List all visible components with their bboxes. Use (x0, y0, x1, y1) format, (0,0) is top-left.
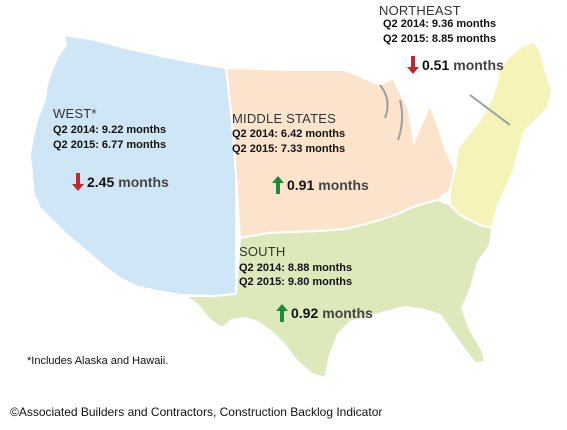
middle-change-unit: months (318, 177, 369, 193)
west-q2-2014: Q2 2014: 9.22 months (53, 124, 167, 136)
region-west-shape (28, 33, 237, 298)
region-label-middle: MIDDLE STATES (232, 111, 336, 126)
west-q2-2015: Q2 2015: 6.77 months (53, 139, 167, 151)
south-change: 0.92 months (276, 304, 373, 322)
middle-q2-2015: Q2 2015: 7.33 months (232, 143, 346, 155)
south-q2-2015: Q2 2015: 9.80 months (239, 276, 353, 288)
northeast-change-unit: months (453, 57, 504, 73)
up-arrow-icon (276, 304, 288, 322)
copyright-notice: ©Associated Builders and Contractors, Co… (10, 405, 383, 419)
south-q2-2014: Q2 2014: 8.88 months (239, 262, 353, 274)
west-change: 2.45 months (72, 173, 169, 191)
region-label-west: WEST* (53, 106, 97, 121)
middle-change-value: 0.91 (287, 177, 315, 193)
south-change-unit: months (322, 305, 373, 321)
up-arrow-icon (272, 176, 284, 194)
northeast-q2-2015: Q2 2015: 8.85 months (383, 33, 497, 45)
west-change-unit: months (118, 174, 169, 190)
northeast-change: 0.51 months (407, 56, 504, 74)
down-arrow-icon (407, 56, 419, 74)
footnote: *Includes Alaska and Hawaii. (27, 355, 169, 367)
west-change-value: 2.45 (87, 174, 115, 190)
middle-change: 0.91 months (272, 176, 369, 194)
region-label-south: SOUTH (239, 244, 286, 259)
region-south-shape (181, 198, 494, 380)
northeast-change-value: 0.51 (422, 57, 450, 73)
south-change-value: 0.92 (291, 305, 319, 321)
down-arrow-icon (72, 173, 84, 191)
northeast-q2-2014: Q2 2014: 9.36 months (383, 18, 497, 30)
region-northeast-shape (449, 40, 554, 230)
region-label-northeast: NORTHEAST (379, 3, 461, 18)
middle-q2-2014: Q2 2014: 6.42 months (232, 128, 346, 140)
great-lakes-detail (379, 84, 511, 141)
